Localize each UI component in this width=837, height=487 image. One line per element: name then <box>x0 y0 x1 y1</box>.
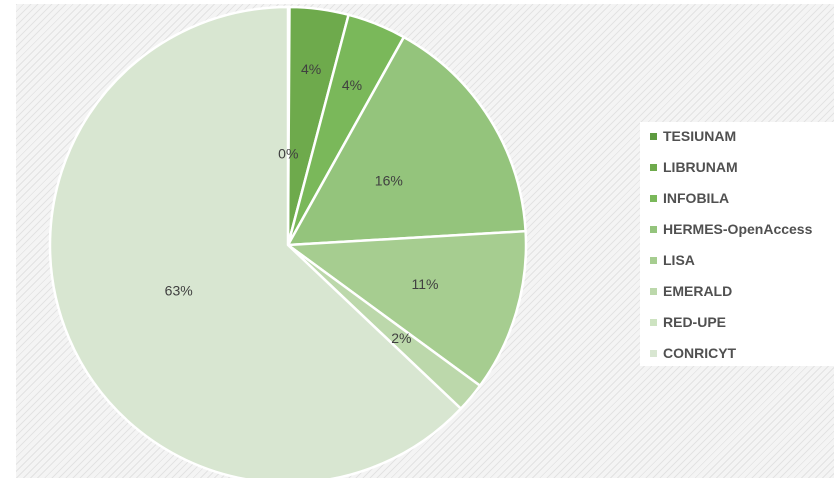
pie-slice-conricyt <box>48 5 463 478</box>
legend-swatch <box>650 132 657 140</box>
legend-label: LIBRUNAM <box>663 159 738 175</box>
legend-item: EMERALD <box>650 281 732 301</box>
legend-item: HERMES-OpenAccess <box>650 219 812 239</box>
legend-item: RED-UPE <box>650 312 726 332</box>
pie-chart: 0% 4% 4% 16% 11% 2% 63% <box>48 5 528 478</box>
legend-swatch <box>650 287 657 295</box>
legend-label: TESIUNAM <box>663 128 737 144</box>
legend-label: EMERALD <box>663 283 733 299</box>
legend-item: CONRICYT <box>650 343 736 363</box>
pie-data-labels: 0% 4% 4% 16% 11% 2% 63% <box>165 61 439 346</box>
legend-swatch <box>650 163 657 171</box>
data-label-hermes-openaccess: 16% <box>375 172 403 188</box>
data-label-lisa: 11% <box>411 276 438 292</box>
legend: TESIUNAM LIBRUNAM INFOBILA HERMES-OpenAc… <box>640 122 836 366</box>
legend-label: RED-UPE <box>663 314 727 330</box>
data-label-emerald: 2% <box>391 330 411 346</box>
legend-swatch <box>650 225 657 233</box>
data-label-conricyt: 63% <box>165 283 193 299</box>
pie-slice-hermes-openaccess <box>286 35 527 247</box>
legend-label: INFOBILA <box>663 190 730 206</box>
legend-label: CONRICYT <box>663 345 737 361</box>
legend-label: LISA <box>663 252 695 268</box>
legend-item: TESIUNAM <box>650 126 736 146</box>
legend-swatch <box>650 318 657 326</box>
legend-item: INFOBILA <box>650 188 729 208</box>
legend-swatch <box>650 349 657 357</box>
data-label-librunam: 4% <box>301 61 321 77</box>
legend-swatch <box>650 256 657 264</box>
pie-slice-lisa <box>286 229 528 387</box>
legend-item: LIBRUNAM <box>650 157 738 177</box>
data-label-infobila: 4% <box>342 77 362 93</box>
legend-item: LISA <box>650 250 695 270</box>
pie-slices <box>48 5 528 478</box>
legend-label: HERMES-OpenAccess <box>663 221 813 237</box>
legend-swatch <box>650 194 657 202</box>
data-label-tesiunam: 0% <box>278 145 298 161</box>
